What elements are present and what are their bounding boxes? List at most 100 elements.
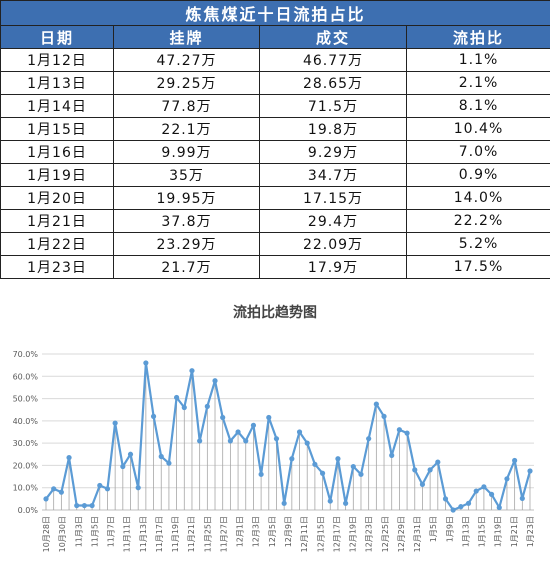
- x-tick-label: 12月15日: [316, 516, 325, 552]
- x-tick-label: 12月1日: [236, 516, 245, 547]
- trend-chart: 流拍比趋势图 0.0% 10.0% 20.0% 30.0% 40.0% 50.0% 60.0…: [13, 304, 535, 552]
- y-tick-label: 20.0%: [13, 461, 39, 470]
- data-point: [158, 453, 164, 460]
- data-point: [319, 470, 326, 476]
- data-point: [104, 486, 111, 492]
- data-point: [458, 504, 464, 510]
- chart-drop-lines: [45, 362, 531, 510]
- data-point: [58, 489, 64, 495]
- cell-date: 1月23日: [0, 255, 114, 279]
- cell-ratio: 7.0%: [405, 140, 550, 164]
- data-point: [389, 452, 395, 458]
- y-tick-label: 70.0%: [13, 350, 39, 359]
- x-tick-label: 10月28日: [42, 516, 51, 552]
- data-point: [97, 482, 103, 489]
- data-point: [504, 476, 510, 482]
- x-tick-label: 1月19日: [494, 516, 503, 547]
- x-tick-label: 11月27日: [219, 516, 228, 552]
- cell-traded: 22.09万: [259, 232, 407, 256]
- data-point: [527, 468, 533, 474]
- cell-ratio: 2.1%: [405, 71, 550, 95]
- data-point: [220, 414, 226, 421]
- y-axis-labels: 0.0% 10.0% 20.0% 30.0% 40.0% 50.0% 60.0% 70.0%: [13, 350, 39, 515]
- x-tick-label: 12月11日: [300, 516, 309, 552]
- header-traded: 成交: [259, 25, 407, 49]
- data-point: [350, 463, 356, 470]
- data-point: [412, 467, 418, 473]
- data-point: [166, 460, 172, 466]
- data-point: [212, 378, 218, 384]
- auction-table: 炼焦煤近十日流拍占比 日期 挂牌 成交 流拍比 1月12日 47.27万 46.77…: [0, 0, 550, 279]
- cell-date: 1月12日: [0, 48, 114, 72]
- data-point: [74, 502, 80, 509]
- x-tick-label: 1月23日: [526, 516, 535, 547]
- data-point: [127, 451, 134, 457]
- data-point: [135, 485, 141, 491]
- cell-date: 1月21日: [0, 209, 114, 233]
- cell-traded: 19.8万: [259, 117, 407, 141]
- x-tick-label: 12月19日: [349, 516, 358, 552]
- data-point: [366, 436, 372, 442]
- table-row: 1月14日 77.8万 71.5万 8.1%: [0, 94, 550, 118]
- x-axis-labels: 10月28日 10月30日 11月3日 11月5日 11月7日 11月11日 11月13日 1…: [42, 516, 535, 552]
- cell-ratio: 5.2%: [405, 232, 550, 256]
- cell-listed: 47.27万: [113, 48, 260, 72]
- data-point: [488, 491, 495, 497]
- x-tick-label: 1月5日: [429, 516, 438, 542]
- cell-date: 1月19日: [0, 163, 114, 187]
- data-point: [435, 459, 441, 465]
- x-tick-label: 1月15日: [478, 516, 487, 547]
- x-tick-label: 1月21日: [510, 516, 519, 547]
- series-unsold-ratio: [43, 360, 533, 513]
- data-point: [404, 430, 410, 436]
- table-body: 1月12日 47.27万 46.77万 1.1% 1月13日 29.25万 28.65万 2.…: [0, 48, 550, 279]
- cell-ratio: 8.1%: [405, 94, 550, 118]
- data-point: [150, 413, 157, 419]
- data-point: [235, 429, 241, 435]
- data-point: [243, 438, 249, 444]
- data-point: [143, 360, 149, 366]
- data-point: [442, 496, 449, 502]
- cell-date: 1月16日: [0, 140, 114, 164]
- cell-listed: 22.1万: [113, 117, 260, 141]
- cell-date: 1月22日: [0, 232, 114, 256]
- data-point: [496, 504, 502, 511]
- data-point: [227, 438, 233, 444]
- cell-traded: 46.77万: [259, 48, 407, 72]
- data-point: [189, 368, 195, 374]
- cell-ratio: 0.9%: [405, 163, 550, 187]
- data-point: [51, 486, 57, 492]
- data-point: [343, 500, 349, 506]
- cell-date: 1月15日: [0, 117, 114, 141]
- table-header-row: 日期 挂牌 成交 流拍比: [0, 25, 550, 49]
- x-tick-label: 11月11日: [123, 516, 132, 552]
- data-point: [174, 394, 180, 401]
- data-point: [81, 502, 88, 509]
- cell-traded: 29.4万: [259, 209, 407, 233]
- x-tick-label: 11月21日: [187, 516, 196, 552]
- y-tick-label: 60.0%: [13, 372, 39, 381]
- cell-ratio: 17.5%: [405, 255, 550, 279]
- series-line: [45, 361, 532, 512]
- data-point: [335, 456, 341, 462]
- data-point: [396, 427, 402, 433]
- data-point: [481, 484, 487, 490]
- data-point: [66, 455, 72, 461]
- table-row: 1月20日 19.95万 17.15万 14.0%: [0, 186, 550, 210]
- table-row: 1月12日 47.27万 46.77万 1.1%: [0, 48, 550, 72]
- cell-ratio: 22.2%: [405, 209, 550, 233]
- x-tick-label: 1月9日: [445, 516, 454, 542]
- table-title-row: 炼焦煤近十日流拍占比: [0, 0, 550, 26]
- header-unsold-ratio: 流拍比: [405, 25, 550, 49]
- table-row: 1月19日 35万 34.7万 0.9%: [0, 163, 550, 187]
- header-date: 日期: [0, 25, 114, 49]
- data-point: [373, 401, 379, 407]
- cell-date: 1月14日: [0, 94, 114, 118]
- cell-traded: 17.15万: [259, 186, 407, 210]
- data-point: [181, 404, 187, 411]
- cell-listed: 77.8万: [113, 94, 260, 118]
- data-point: [250, 422, 257, 428]
- table-row: 1月13日 29.25万 28.65万 2.1%: [0, 71, 550, 95]
- data-point: [312, 461, 318, 467]
- cell-listed: 19.95万: [113, 186, 260, 210]
